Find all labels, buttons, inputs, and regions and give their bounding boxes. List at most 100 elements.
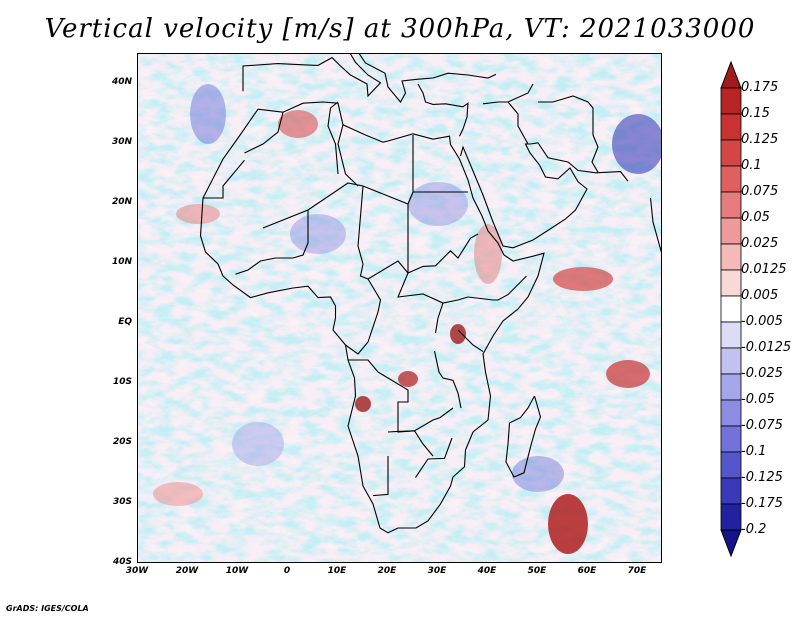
colorbar-value-label: 0.1 — [741, 158, 762, 173]
coastline-segment — [417, 83, 469, 137]
field-blob — [612, 114, 661, 174]
colorbar-value-label: -0.075 — [741, 418, 783, 433]
coastline-segment — [407, 233, 479, 274]
colorbar-segment — [720, 425, 742, 453]
colorbar-value-label: 0.075 — [741, 184, 779, 199]
colorbar-segment — [720, 503, 742, 531]
lon-label: 10E — [327, 566, 347, 576]
colorbar-bottom-arrow — [720, 529, 742, 558]
lat-label: 40S — [112, 557, 132, 567]
colorbar-segment — [720, 191, 742, 219]
credit-text: GrADS: IGES/COLA — [6, 604, 89, 613]
colorbar-value-label: -0.175 — [741, 496, 783, 511]
lon-label: 60E — [577, 566, 597, 576]
colorbar-segment — [720, 451, 742, 479]
colorbar-segment — [720, 217, 742, 245]
lon-label: 40E — [477, 566, 497, 576]
coastline-segment — [327, 101, 339, 175]
lat-label: 10S — [112, 377, 132, 387]
lon-label: 30W — [125, 566, 149, 576]
colorbar-value-label: 0.175 — [741, 80, 779, 95]
colorbar-value-label: -0.1 — [741, 444, 767, 459]
field-blob — [153, 482, 203, 506]
coastlines — [199, 54, 661, 534]
coastline-segment — [348, 359, 454, 433]
coastline-segment — [372, 456, 389, 497]
lon-label: 0 — [283, 566, 291, 576]
coastline-segment — [434, 302, 444, 334]
colorbar-value-label: -0.05 — [741, 392, 775, 407]
colorbar-value-label: 0.15 — [741, 106, 770, 121]
colorbar-segment — [720, 399, 742, 427]
colorbar-value-label: 0.005 — [741, 288, 779, 303]
coastline-segment — [507, 101, 529, 145]
field-blob — [278, 110, 318, 138]
map-title: Vertical velocity [m/s] at 300hPa, VT: 2… — [44, 14, 756, 44]
colorbar-segment — [720, 243, 742, 271]
field-texture — [138, 54, 661, 562]
colorbar-segment — [720, 477, 742, 505]
lat-label: EQ — [118, 317, 132, 327]
coastline-segment — [433, 350, 462, 409]
lon-label: 20E — [377, 566, 397, 576]
lon-label: 30E — [427, 566, 447, 576]
colorbar-segment — [720, 165, 742, 193]
field-blob — [176, 204, 220, 224]
vertical-velocity-field — [138, 54, 661, 562]
coastline-segment — [538, 95, 599, 173]
coastline-segment — [482, 83, 534, 105]
coastline-segment — [387, 430, 434, 457]
colorbar-value-label: -0.005 — [741, 314, 783, 329]
coastline-segment — [244, 112, 284, 154]
coastline-segment — [242, 54, 497, 103]
colorbar-value-label: -0.025 — [741, 366, 783, 381]
coastline-segment — [337, 124, 359, 187]
colorbar-segment — [720, 373, 742, 401]
lat-label: 30N — [111, 137, 132, 147]
lon-label: 10W — [225, 566, 249, 576]
field-blob — [606, 360, 650, 388]
colorbar-segment — [720, 113, 742, 141]
field-blob — [408, 182, 468, 226]
coastline-segment — [649, 197, 661, 253]
coastline-segment — [345, 278, 382, 355]
lat-label: 10N — [111, 257, 132, 267]
coastline-segment — [199, 101, 545, 534]
map-panel — [137, 53, 662, 563]
coastline-segment — [235, 210, 309, 275]
field-blob — [355, 396, 371, 412]
colorbar-segment — [720, 347, 742, 375]
field-blob — [398, 371, 418, 387]
field-blob — [548, 494, 588, 554]
colorbar-value-label: 0.125 — [741, 132, 779, 147]
coastline-segment — [457, 329, 484, 353]
colorbar-value-label: -0.125 — [741, 470, 783, 485]
coastline-segment — [357, 185, 409, 280]
colorbar-value-label: -0.0125 — [741, 340, 792, 355]
field-features — [153, 84, 661, 554]
colorbar-segment — [720, 87, 742, 115]
field-blob — [450, 324, 466, 344]
field-blob — [190, 84, 226, 144]
colorbar-segment — [720, 269, 742, 297]
colorbar — [720, 60, 742, 558]
field-blob — [512, 456, 564, 492]
lon-label: 20W — [175, 566, 199, 576]
colorbar-value-label: -0.2 — [741, 522, 767, 537]
coastline-segment — [505, 395, 542, 478]
colorbar-value-label: 0.0125 — [741, 262, 787, 277]
lat-label: 30S — [112, 497, 132, 507]
colorbar-value-label: 0.025 — [741, 236, 779, 251]
colorbar-value-label: 0.05 — [741, 210, 770, 225]
colorbar-top-arrow — [720, 60, 742, 89]
lat-label: 20S — [112, 437, 132, 447]
lat-label: 40N — [111, 77, 132, 87]
field-blob — [553, 267, 613, 291]
coastline-segment — [459, 142, 629, 249]
field-blob — [290, 214, 346, 254]
colorbar-segment — [720, 295, 742, 323]
coastline-segment — [203, 159, 245, 199]
lon-label: 50E — [527, 566, 547, 576]
colorbar-segment — [720, 321, 742, 349]
lat-label: 20N — [111, 197, 132, 207]
